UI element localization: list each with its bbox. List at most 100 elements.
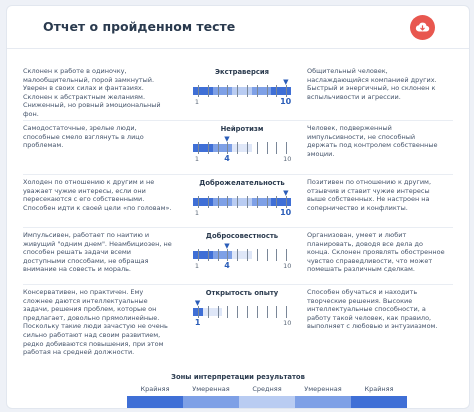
zone-segment (239, 396, 295, 408)
scale-numbers: 1 10 (187, 97, 297, 108)
scale-tick (197, 142, 199, 154)
score-cell (271, 87, 282, 95)
scale-tick (256, 306, 258, 318)
score-cell (232, 87, 242, 95)
score-value: 4 (224, 261, 230, 270)
scale-tick (246, 142, 248, 154)
score-cell (271, 198, 282, 206)
low-score-description: Самодостаточные, зрелые люди, способные … (23, 124, 144, 150)
scale-tick (246, 249, 248, 261)
scale-tick (207, 85, 209, 97)
scale-tick (266, 142, 268, 154)
scale-name: Добросовестность (205, 232, 279, 240)
score-marker-icon: ▼ (283, 189, 289, 197)
scale-tick (207, 306, 209, 318)
scale-name: Доброжелательность (199, 179, 285, 187)
zone-label: Крайняя (364, 385, 394, 393)
score-cell-empty (232, 251, 242, 259)
scale-tick (256, 85, 258, 97)
report-header: Отчет о пройденном тесте (7, 6, 469, 49)
scale-row: Склонен к работе в одиночку, малообщител… (7, 66, 469, 118)
score-cell (222, 198, 233, 206)
scale-numbers: 1 10 (187, 318, 297, 329)
zones-title: Зоны интерпретации результатов (171, 373, 305, 381)
score-cell (261, 87, 272, 95)
scale-tick (266, 196, 268, 208)
low-score-description: Импульсивен, работает по наитию и живущи… (23, 231, 172, 274)
zone-segment (183, 396, 239, 408)
scale-tick (286, 196, 288, 208)
scale-tick (256, 196, 258, 208)
scale-number: 10 (283, 155, 292, 163)
low-score-description: Холоден по отношению к другим и не уважа… (23, 178, 172, 212)
high-score-description: Позитивен по отношению к другим, отзывчи… (307, 178, 432, 212)
scale-tick (286, 306, 288, 318)
scale-tick (197, 85, 199, 97)
scale-tick (256, 249, 258, 261)
scale-tick (286, 249, 288, 261)
scale-tick (276, 306, 278, 318)
scale-tick (246, 306, 248, 318)
scale-tick (276, 142, 278, 154)
score-cell (212, 144, 223, 152)
zone-segment (127, 396, 183, 408)
scale-tick (207, 196, 209, 208)
scale-number: 10 (283, 319, 292, 327)
scale-tick (276, 249, 278, 261)
scale-tick (246, 196, 248, 208)
high-score-description: Способен обучаться и находить творческие… (307, 288, 438, 331)
cloud-download-icon (415, 22, 430, 32)
scale-tick (237, 196, 239, 208)
score-cell (212, 251, 223, 259)
scale-tick (237, 306, 239, 318)
score-cell (222, 251, 233, 259)
scale-tick (286, 85, 288, 97)
score-marker-icon: ▼ (283, 78, 289, 86)
scale-tick (237, 85, 239, 97)
scale-tick (237, 249, 239, 261)
scale-meter: Открытость опыту 1 10 ▼ (187, 289, 297, 337)
scale-tick (227, 249, 229, 261)
high-score-description: Организован, умеет и любит планировать, … (307, 231, 445, 274)
score-value: 1 (194, 318, 201, 327)
scale-number: 1 (194, 209, 200, 217)
scale-tick (227, 85, 229, 97)
zone-label: Умеренная (304, 385, 342, 393)
scale-number: 1 (194, 155, 200, 163)
scale-row: Импульсивен, работает по наитию и живущи… (7, 227, 469, 282)
zones-bar (127, 396, 407, 408)
score-cell-empty (212, 308, 223, 316)
score-value: 4 (224, 154, 230, 163)
scale-tick (217, 306, 219, 318)
download-button[interactable] (410, 15, 435, 40)
scale-tick (217, 85, 219, 97)
scale-tick (227, 306, 229, 318)
scale-tick (266, 249, 268, 261)
scale-tick (197, 249, 199, 261)
zone-label: Умеренная (192, 385, 230, 393)
scale-number: 1 (194, 98, 200, 106)
score-cell (222, 87, 233, 95)
scale-tick (227, 196, 229, 208)
scale-row: Самодостаточные, зрелые люди, способные … (7, 120, 469, 175)
scale-tick (217, 196, 219, 208)
scale-tick (237, 142, 239, 154)
high-score-description: Общительный человек, наслаждающийся комп… (307, 67, 437, 101)
scale-meter: Добросовестность 1 4 10 ▼ (187, 232, 297, 280)
score-cell-empty (232, 144, 242, 152)
report-card: Отчет о пройденном тесте Склонен к работ… (6, 5, 470, 409)
score-marker-icon: ▼ (194, 299, 201, 307)
scale-meter: Экстраверсия 1 10 ▼ (187, 68, 297, 116)
scale-tick (286, 142, 288, 154)
score-cell (212, 198, 223, 206)
scale-row: Холоден по отношению к другим и не уважа… (7, 174, 469, 229)
scale-tick (276, 85, 278, 97)
score-cell (281, 87, 291, 95)
scale-tick (266, 85, 268, 97)
scale-numbers: 1 10 (187, 208, 297, 219)
zone-label: Крайняя (140, 385, 170, 393)
score-cell (281, 198, 291, 206)
scale-tick (197, 196, 199, 208)
scale-tick (227, 142, 229, 154)
scale-name: Нейротизм (220, 125, 264, 133)
